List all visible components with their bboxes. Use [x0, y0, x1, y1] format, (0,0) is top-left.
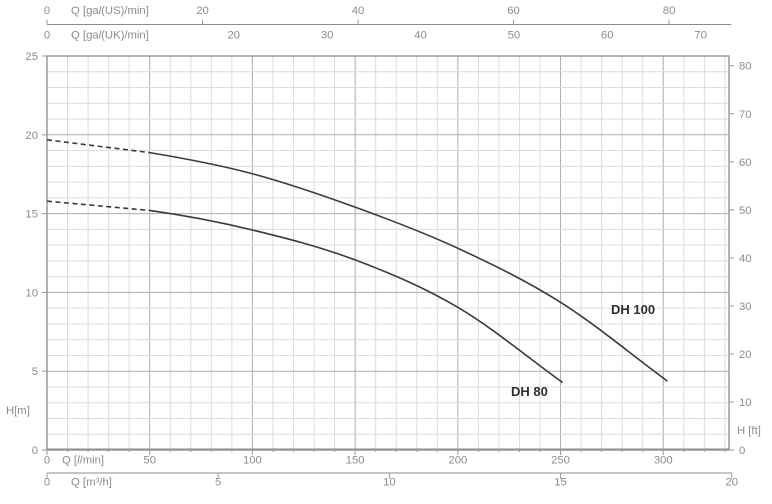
svg-text:50: 50: [143, 455, 156, 467]
svg-text:80: 80: [663, 5, 676, 17]
svg-text:20: 20: [227, 30, 240, 42]
svg-text:50: 50: [508, 30, 521, 42]
svg-text:5: 5: [215, 477, 221, 489]
svg-text:40: 40: [739, 253, 752, 265]
svg-text:0: 0: [44, 477, 50, 489]
svg-text:0: 0: [44, 455, 50, 467]
svg-text:Q [l/min]: Q [l/min]: [62, 455, 104, 467]
svg-text:25: 25: [25, 51, 38, 63]
svg-text:0: 0: [739, 445, 745, 457]
svg-text:Q [gal(UK)/min]: Q [gal(UK)/min]: [71, 30, 149, 42]
svg-text:250: 250: [551, 455, 570, 467]
svg-text:DH 100: DH 100: [611, 302, 655, 317]
svg-text:15: 15: [25, 209, 38, 221]
svg-text:300: 300: [654, 455, 673, 467]
svg-text:40: 40: [352, 5, 365, 17]
svg-text:50: 50: [739, 205, 752, 217]
svg-text:30: 30: [321, 30, 334, 42]
svg-text:15: 15: [554, 477, 567, 489]
svg-text:60: 60: [739, 157, 752, 169]
svg-text:0: 0: [44, 30, 50, 42]
svg-text:10: 10: [25, 287, 38, 299]
svg-text:10: 10: [739, 397, 752, 409]
svg-text:20: 20: [196, 5, 209, 17]
svg-text:70: 70: [694, 30, 707, 42]
svg-text:30: 30: [739, 301, 752, 313]
svg-text:DH 80: DH 80: [511, 384, 548, 399]
svg-text:0: 0: [44, 5, 50, 17]
svg-text:10: 10: [383, 477, 396, 489]
svg-text:Q [m3/h]: Q [m3/h]: [71, 477, 112, 489]
svg-text:5: 5: [32, 366, 38, 378]
svg-text:H[m]: H[m]: [6, 405, 30, 417]
svg-text:20: 20: [725, 477, 738, 489]
svg-text:60: 60: [507, 5, 520, 17]
svg-text:150: 150: [346, 455, 365, 467]
svg-text:40: 40: [414, 30, 427, 42]
svg-text:80: 80: [739, 61, 752, 73]
svg-text:H [ft]: H [ft]: [737, 425, 761, 437]
svg-text:60: 60: [601, 30, 614, 42]
svg-text:20: 20: [739, 349, 752, 361]
svg-text:100: 100: [243, 455, 262, 467]
svg-text:20: 20: [25, 130, 38, 142]
svg-text:70: 70: [739, 109, 752, 121]
svg-text:200: 200: [448, 455, 467, 467]
svg-text:0: 0: [32, 445, 38, 457]
svg-text:Q [gal(US)/min]: Q [gal(US)/min]: [71, 5, 149, 17]
